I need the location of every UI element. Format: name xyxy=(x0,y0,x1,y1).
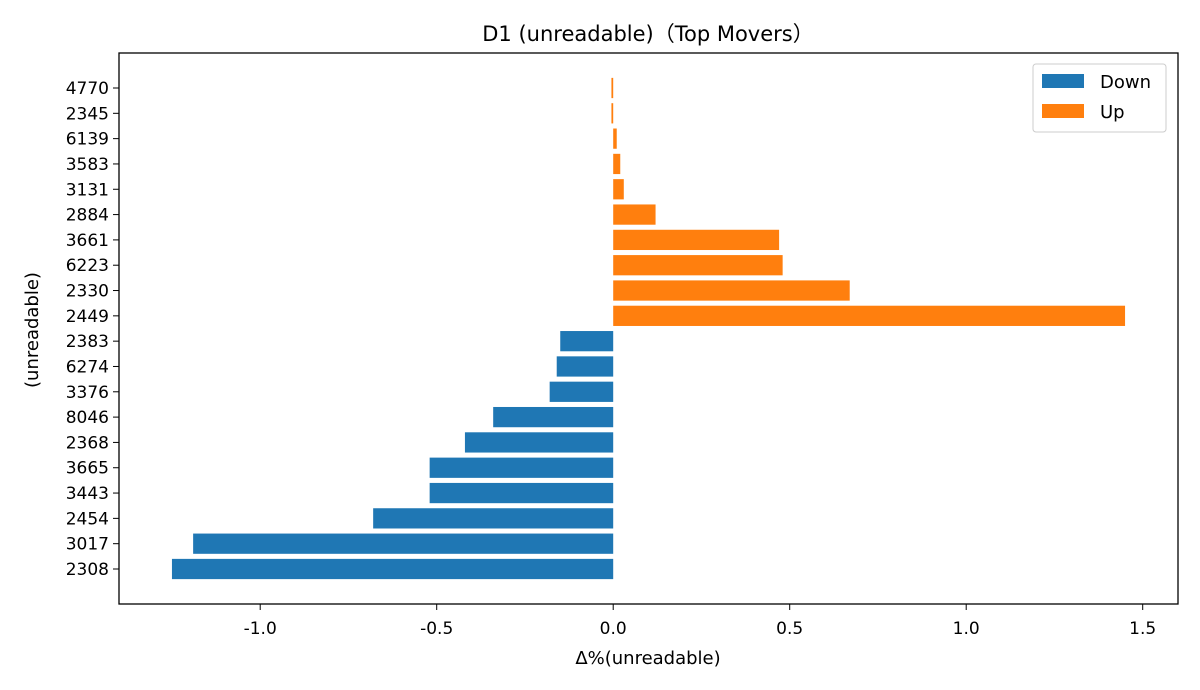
x-axis-label: Δ%(unreadable) xyxy=(575,648,720,669)
y-tick-label: 3583 xyxy=(66,155,109,175)
bar-2383 xyxy=(560,331,614,352)
y-axis: 2308 3017 2454 3443 3665 2368 8046 3376 6274 2383… xyxy=(66,79,119,580)
y-tick-label: 2449 xyxy=(66,307,109,327)
y-tick-label: 6274 xyxy=(66,357,109,377)
bar-6223 xyxy=(613,255,783,276)
y-tick-label: 2308 xyxy=(66,560,109,580)
bar-3443 xyxy=(429,482,614,504)
bar-4770 xyxy=(611,77,614,99)
y-tick-label: 3661 xyxy=(66,231,109,251)
bar-3661 xyxy=(613,229,780,251)
legend-label-down: Down xyxy=(1100,72,1151,93)
x-tick-label: 0.0 xyxy=(600,619,627,639)
x-tick-label: 0.5 xyxy=(776,619,803,639)
bar-2330 xyxy=(613,280,850,301)
bar-3376 xyxy=(549,381,614,402)
bar-2884 xyxy=(613,204,656,225)
bar-2449 xyxy=(613,305,1126,326)
bar-3131 xyxy=(613,179,624,200)
x-tick-label: -1.0 xyxy=(244,619,277,639)
bar-2454 xyxy=(373,508,614,529)
bar-3583 xyxy=(613,153,621,175)
plot-area xyxy=(119,53,1178,604)
bar-6139 xyxy=(613,128,617,149)
x-tick-label: -0.5 xyxy=(420,619,453,639)
y-axis-label: (unreadable) xyxy=(22,272,43,388)
y-tick-label: 8046 xyxy=(66,408,109,428)
y-tick-label: 3665 xyxy=(66,459,109,479)
bar-3017 xyxy=(193,533,614,554)
x-axis: -1.0 -0.5 0.0 0.5 1.0 1.5 xyxy=(244,604,1156,639)
y-tick-label: 3376 xyxy=(66,383,109,403)
y-tick-label: 6139 xyxy=(66,130,109,150)
y-tick-label: 6223 xyxy=(66,256,109,276)
bar-8046 xyxy=(493,406,614,428)
y-tick-label: 3443 xyxy=(66,484,109,504)
y-tick-label: 2884 xyxy=(66,206,109,226)
y-tick-label: 2383 xyxy=(66,332,109,352)
legend: Down Up xyxy=(1032,63,1167,133)
x-tick-label: 1.5 xyxy=(1129,619,1156,639)
y-tick-label: 2330 xyxy=(66,282,109,302)
legend-swatch-up xyxy=(1042,104,1084,118)
bar-3665 xyxy=(429,457,614,478)
bar-2345 xyxy=(611,103,614,124)
plot-frame xyxy=(118,52,1179,605)
bars-layer xyxy=(171,77,1126,580)
legend-swatch-down xyxy=(1042,74,1084,88)
x-tick-label: 1.0 xyxy=(953,619,980,639)
bar-6274 xyxy=(556,356,614,377)
y-tick-label: 2454 xyxy=(66,509,109,529)
bar-2308 xyxy=(171,558,614,580)
y-tick-label: 2345 xyxy=(66,104,109,124)
y-tick-label: 2368 xyxy=(66,433,109,453)
legend-label-up: Up xyxy=(1100,102,1125,123)
y-tick-label: 3017 xyxy=(66,535,109,555)
y-tick-label: 4770 xyxy=(66,79,109,99)
y-tick-label: 3131 xyxy=(66,180,109,200)
chart-title: D1 (unreadable)（Top Movers） xyxy=(482,22,813,46)
bar-2368 xyxy=(464,432,614,453)
